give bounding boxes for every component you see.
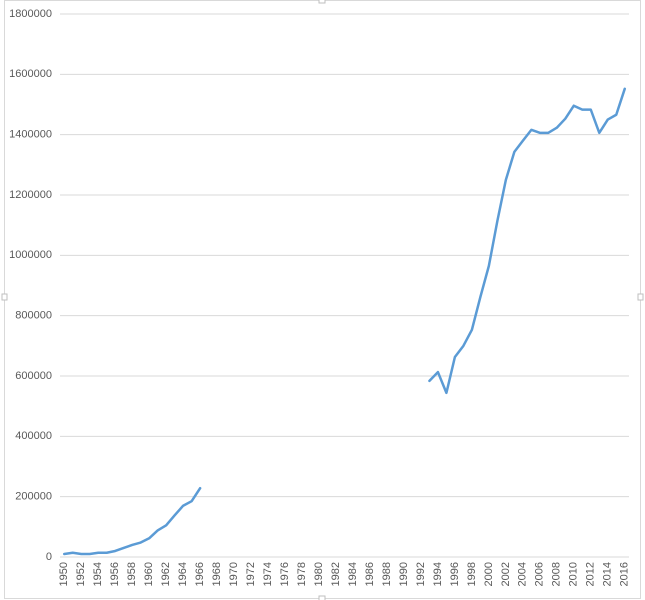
x-tick-label: 2016 [619,562,631,586]
x-tick-label: 2014 [602,562,614,586]
y-tick-label: 1800000 [9,8,52,20]
x-tick-label: 1990 [398,562,410,586]
x-tick-label: 1986 [364,562,376,586]
resize-handle [318,595,326,600]
x-tick-label: 1996 [449,562,461,586]
x-tick-label: 2000 [483,562,495,586]
resize-handle [318,0,326,4]
x-tick-label: 1960 [143,562,155,586]
resize-handle [1,293,8,301]
x-tick-label: 2004 [517,562,529,586]
x-tick-label: 2006 [534,562,546,586]
y-tick-label: 1000000 [9,249,52,261]
x-tick-label: 1954 [92,562,104,586]
x-tick-label: 1976 [279,562,291,586]
x-tick-label: 1966 [194,562,206,586]
y-tick-label: 400000 [15,430,52,442]
x-tick-label: 1984 [347,562,359,586]
y-tick-label: 1600000 [9,68,52,80]
x-tick-label: 1962 [160,562,172,586]
y-tick-label: 1400000 [9,129,52,141]
y-tick-label: 600000 [15,370,52,382]
x-tick-label: 1998 [466,562,478,586]
x-tick-label: 1988 [381,562,393,586]
x-tick-label: 1994 [432,562,444,586]
x-tick-label: 1978 [296,562,308,586]
x-tick-label: 2012 [585,562,597,586]
y-tick-label: 800000 [15,310,52,322]
x-tick-label: 1992 [415,562,427,586]
y-tick-label: 0 [46,551,52,563]
x-tick-label: 2002 [500,562,512,586]
x-tick-label: 2010 [568,562,580,586]
x-tick-label: 1974 [262,562,274,586]
x-tick-label: 1952 [75,562,87,586]
x-tick-label: 1980 [313,562,325,586]
y-tick-label: 1200000 [9,189,52,201]
y-tick-label: 200000 [15,491,52,503]
x-tick-label: 1956 [109,562,121,586]
data-line [63,87,626,556]
x-tick-label: 1972 [245,562,257,586]
x-tick-label: 1958 [126,562,138,586]
resize-handle [637,293,644,301]
x-tick-label: 1964 [177,562,189,586]
x-tick-label: 1950 [58,562,70,586]
chart-frame [4,0,641,599]
x-tick-label: 1968 [211,562,223,586]
x-tick-label: 2008 [551,562,563,586]
x-tick-label: 1970 [228,562,240,586]
x-tick-label: 1982 [330,562,342,586]
